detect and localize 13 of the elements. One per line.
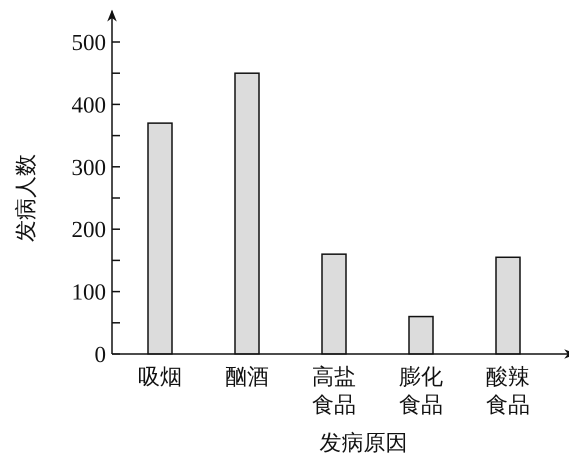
x-tick-label: 酸辣食品 — [486, 364, 530, 417]
x-tick-label: 酗酒 — [225, 364, 269, 389]
x-tick-label: 吸烟 — [138, 364, 182, 389]
x-tick-label: 高盐食品 — [312, 364, 356, 417]
x-tick-label: 膨化食品 — [399, 364, 443, 417]
y-tick-label: 500 — [72, 30, 106, 55]
y-tick-label: 400 — [72, 92, 106, 118]
y-tick-label: 100 — [72, 280, 106, 305]
x-axis-title: 发病原因 — [320, 430, 408, 455]
y-tick-label: 200 — [72, 217, 106, 242]
y-tick-label: 300 — [72, 154, 106, 180]
y-tick-label: 0 — [94, 342, 106, 367]
y-axis-title: 发病人数 — [13, 154, 38, 242]
